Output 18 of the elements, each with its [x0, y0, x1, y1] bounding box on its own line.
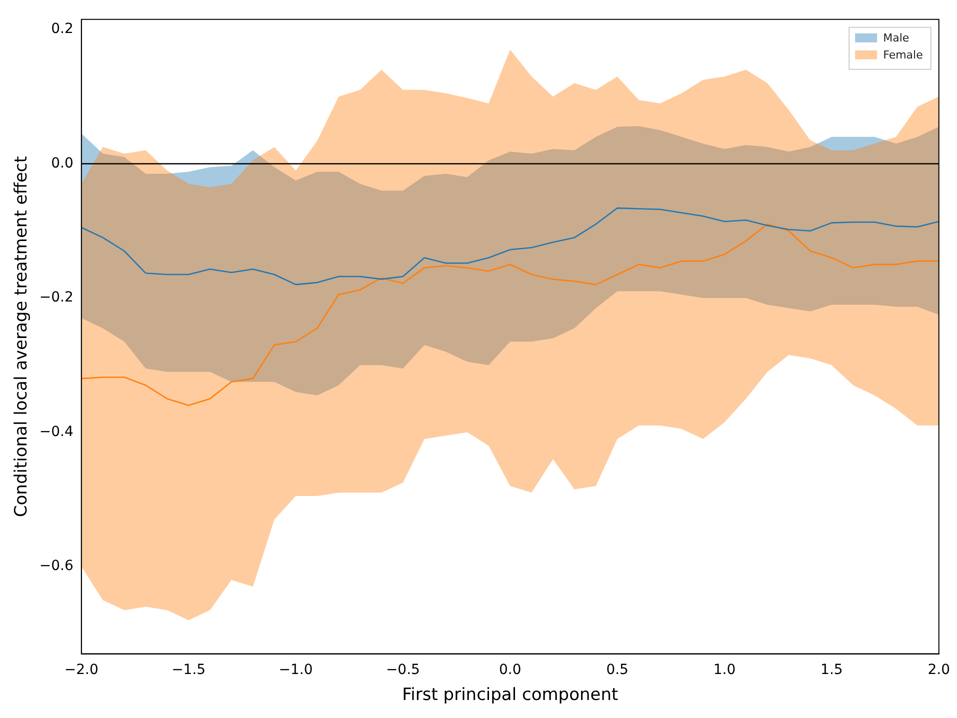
y-axis-title: Conditional local average treatment effect: [12, 156, 32, 518]
x-tick-label: −2.0: [64, 662, 98, 678]
y-tick-label: 0.0: [51, 155, 74, 172]
x-tick-label: 0.0: [499, 662, 522, 678]
y-tick-label: −0.4: [39, 424, 74, 440]
x-tick-label: 1.5: [820, 662, 843, 678]
x-tick-label: 1.0: [713, 662, 736, 678]
y-tick-label: 0.2: [51, 21, 74, 38]
x-tick-label: −1.5: [172, 662, 206, 678]
x-tick-label: 0.5: [606, 662, 628, 678]
x-tick-label: 2.0: [928, 662, 950, 678]
x-tick-label: −0.5: [386, 662, 420, 678]
x-axis-title: First principal component: [402, 685, 618, 706]
y-tick-label: −0.2: [39, 290, 74, 306]
legend-label: Male: [883, 31, 910, 44]
legend-label: Female: [883, 48, 924, 62]
y-tick-label: −0.6: [39, 558, 74, 574]
x-tick-label: −1.0: [278, 662, 313, 678]
